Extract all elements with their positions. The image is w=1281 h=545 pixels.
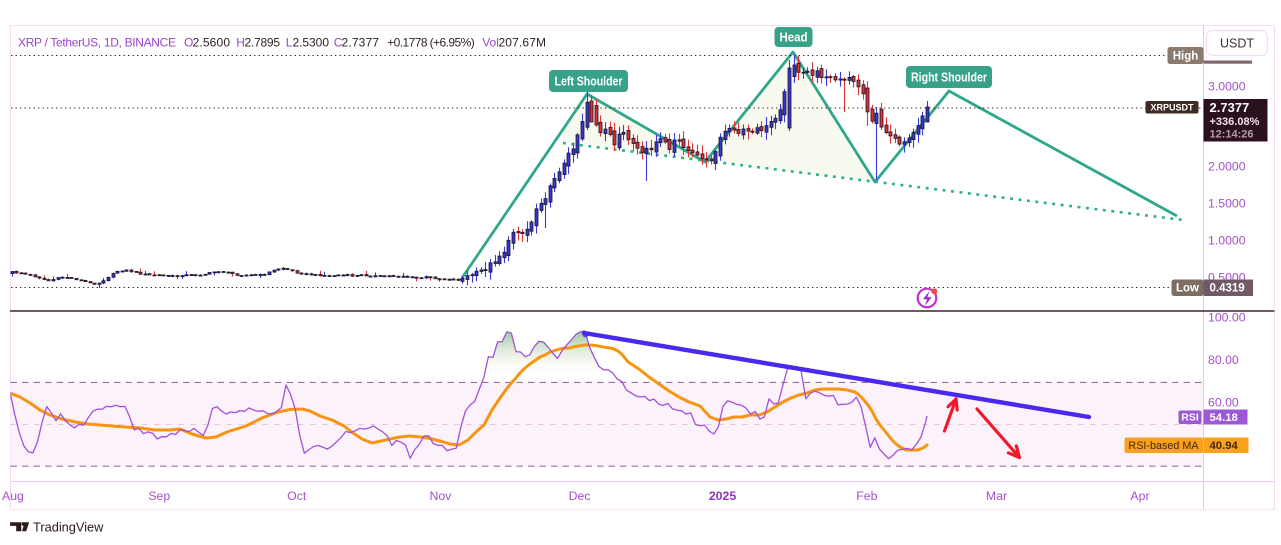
svg-text:2.5600: 2.5600: [193, 36, 231, 50]
svg-text:Left Shoulder: Left Shoulder: [555, 75, 623, 89]
svg-text:207.67M: 207.67M: [499, 36, 547, 50]
svg-text:C: C: [334, 36, 343, 50]
svg-text:Oct: Oct: [287, 489, 307, 503]
svg-text:Feb: Feb: [856, 489, 877, 503]
svg-text:2025: 2025: [709, 489, 737, 503]
svg-text:Low: Low: [1176, 283, 1199, 295]
svg-text:Right Shoulder: Right Shoulder: [911, 71, 987, 85]
svg-text:54.18: 54.18: [1210, 412, 1238, 424]
svg-text:Vol: Vol: [482, 36, 499, 50]
svg-text:Dec: Dec: [569, 489, 591, 503]
svg-text:2.7377: 2.7377: [1210, 100, 1250, 115]
svg-text:TradingView: TradingView: [33, 520, 104, 535]
svg-text:XRP / TetherUS, 1D, BINANCE: XRP / TetherUS, 1D, BINANCE: [18, 36, 176, 50]
svg-text:80.00: 80.00: [1208, 353, 1239, 367]
svg-text:40.94: 40.94: [1210, 440, 1239, 452]
svg-text:L: L: [286, 36, 293, 50]
svg-text:+336.08%: +336.08%: [1210, 116, 1260, 128]
svg-text:2.7377: 2.7377: [342, 36, 380, 50]
svg-text:0.4319: 0.4319: [1210, 283, 1245, 295]
svg-text:High: High: [1173, 51, 1199, 63]
svg-text:O: O: [184, 36, 193, 50]
svg-text:12:14:26: 12:14:26: [1210, 129, 1254, 141]
svg-text:+0.1778 (+6.95%): +0.1778 (+6.95%): [387, 36, 475, 50]
svg-text:1.0000: 1.0000: [1208, 234, 1246, 248]
svg-text:Sep: Sep: [148, 489, 170, 503]
svg-text:3.0000: 3.0000: [1208, 80, 1246, 94]
svg-text:RSI-based MA: RSI-based MA: [1128, 440, 1199, 452]
svg-text:2.5300: 2.5300: [293, 36, 330, 50]
svg-text:USDT: USDT: [1220, 37, 1254, 51]
svg-text:Mar: Mar: [986, 489, 1007, 503]
svg-text:H: H: [236, 36, 245, 50]
svg-text:1.5000: 1.5000: [1208, 197, 1246, 211]
svg-text:Head: Head: [780, 31, 808, 45]
svg-text:100.00: 100.00: [1208, 311, 1246, 325]
svg-text:RSI: RSI: [1181, 412, 1199, 424]
svg-text:Apr: Apr: [1130, 489, 1149, 503]
svg-text:2.7895: 2.7895: [245, 36, 281, 50]
svg-text:2.0000: 2.0000: [1208, 160, 1246, 174]
svg-text:Aug: Aug: [2, 489, 24, 503]
svg-text:60.00: 60.00: [1208, 396, 1239, 410]
svg-text:XRPUSDT: XRPUSDT: [1150, 103, 1194, 113]
svg-text:Nov: Nov: [429, 489, 452, 503]
